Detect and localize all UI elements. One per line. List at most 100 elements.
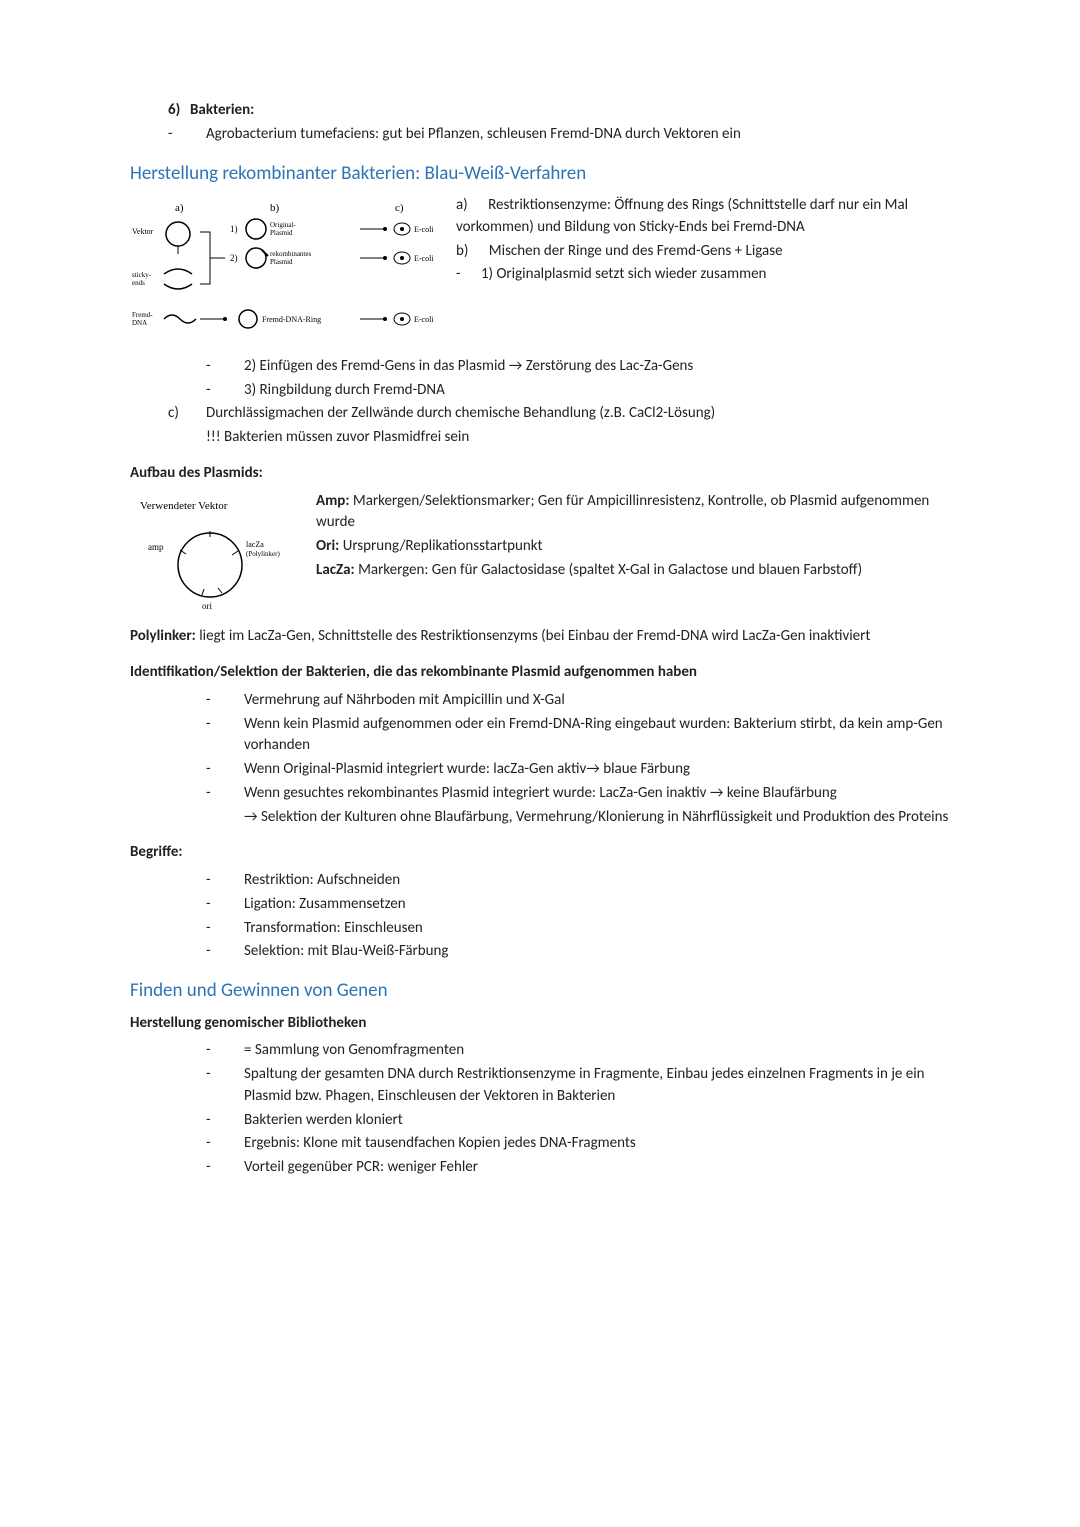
list-item: -Wenn Original-Plasmid integriert wurde:… xyxy=(206,759,950,781)
svg-text:1): 1) xyxy=(230,224,238,234)
text: 1) Originalplasmid setzt sich wieder zus… xyxy=(481,265,766,283)
text: Wenn gesuchtes rekombinantes Plasmid int… xyxy=(244,783,837,805)
note: !!! Bakterien müssen zuvor Plasmidfrei s… xyxy=(206,427,950,449)
dash: - xyxy=(206,783,244,805)
list-item: -Restriktion: Aufschneiden xyxy=(206,870,950,892)
list-item: -Vermehrung auf Nährboden mit Ampicillin… xyxy=(206,690,950,712)
label: LacZa: xyxy=(316,561,355,579)
svg-text:Fremd-: Fremd- xyxy=(132,311,153,319)
svg-text:rekombinantes: rekombinantes xyxy=(270,250,311,258)
text: Restriktionsenzyme: Öffnung des Rings (S… xyxy=(456,196,908,236)
list-item: - 2) Einfügen des Fremd-Gens in das Plas… xyxy=(206,356,950,378)
svg-text:lacZa: lacZa xyxy=(246,540,264,549)
label: a) xyxy=(456,196,468,214)
list-item-6: 6) Bakterien: xyxy=(168,100,950,122)
svg-text:amp: amp xyxy=(148,542,164,552)
svg-text:Verwendeter Vektor: Verwendeter Vektor xyxy=(140,500,228,512)
text: Ligation: Zusammensetzen xyxy=(244,894,406,916)
label: Ori: xyxy=(316,537,339,555)
dash: - xyxy=(206,1064,244,1108)
label-c: c) xyxy=(395,202,404,214)
list-item-c: c) Durchlässigmachen der Zellwände durch… xyxy=(168,403,950,425)
dash: - xyxy=(206,941,244,963)
list-item: - 3) Ringbildung durch Fremd-DNA xyxy=(206,380,950,402)
text: Restriktion: Aufschneiden xyxy=(244,870,400,892)
svg-text:Original-: Original- xyxy=(270,221,296,229)
text: Ursprung/Replikationsstartpunkt xyxy=(339,537,542,555)
label-vektor: Vektor xyxy=(132,227,154,236)
dash: - xyxy=(206,759,244,781)
diagram-plasmid: Verwendeter Vektor amp lacZa (Polylinker… xyxy=(130,495,300,623)
text: = Sammlung von Genomfragmenten xyxy=(244,1040,464,1062)
list-item: -Transformation: Einschleusen xyxy=(206,918,950,940)
label: Amp: xyxy=(316,492,349,510)
text: Mischen der Ringe und des Fremd-Gens + L… xyxy=(489,242,783,260)
svg-text:(Polylinker): (Polylinker) xyxy=(246,550,280,558)
svg-text:E-coli: E-coli xyxy=(414,315,434,324)
section-heading: Finden und Gewinnen von Genen xyxy=(130,977,950,1005)
text: Selektion: mit Blau-Weiß-Färbung xyxy=(244,941,448,963)
svg-text:ends: ends xyxy=(132,279,145,287)
dash: - xyxy=(206,918,244,940)
dash: - xyxy=(206,1110,244,1132)
subsection-heading: Identifikation/Selektion der Bakterien, … xyxy=(130,662,950,684)
text: 2) Einfügen des Fremd-Gens in das Plasmi… xyxy=(244,356,693,378)
subsection-heading: Aufbau des Plasmids: xyxy=(130,463,950,485)
list-item: -Wenn kein Plasmid aufgenommen oder ein … xyxy=(206,714,950,758)
svg-text:ori: ori xyxy=(202,601,212,611)
dash: - xyxy=(206,1133,244,1155)
list-item: - Agrobacterium tumefaciens: gut bei Pfl… xyxy=(168,124,950,146)
dash: - xyxy=(206,894,244,916)
label: Polylinker: xyxy=(130,627,196,645)
label: b) xyxy=(456,242,468,260)
svg-text:Plasmid: Plasmid xyxy=(270,229,293,237)
dash: - xyxy=(206,380,244,402)
label-b: b) xyxy=(270,202,280,214)
diagram-blau-weiss: a) b) c) Vektor 1) Original- Plasmid E-c… xyxy=(130,199,440,352)
svg-text:DNA: DNA xyxy=(132,319,147,327)
letter: c) xyxy=(168,403,206,425)
dash: - xyxy=(206,690,244,712)
text: Vermehrung auf Nährboden mit Ampicillin … xyxy=(244,690,565,712)
text: Spaltung der gesamten DNA durch Restrikt… xyxy=(244,1064,950,1108)
dash: - xyxy=(206,714,244,758)
dash: - xyxy=(206,356,244,378)
item-number: 6) xyxy=(168,100,190,122)
dash: - xyxy=(456,265,461,283)
list-item: -Spaltung der gesamten DNA durch Restrik… xyxy=(206,1064,950,1108)
svg-text:Plasmid: Plasmid xyxy=(270,258,293,266)
label-a: a) xyxy=(175,202,184,214)
item-text: Agrobacterium tumefaciens: gut bei Pflan… xyxy=(206,124,741,146)
list-item: -Ligation: Zusammensetzen xyxy=(206,894,950,916)
para-polylinker: Polylinker: liegt im LacZa-Gen, Schnitts… xyxy=(130,626,950,648)
text: Vorteil gegenüber PCR: weniger Fehler xyxy=(244,1157,478,1179)
dash: - xyxy=(206,1040,244,1062)
text: Transformation: Einschleusen xyxy=(244,918,423,940)
svg-text:sticky-: sticky- xyxy=(132,271,152,279)
list-item: -Wenn gesuchtes rekombinantes Plasmid in… xyxy=(206,783,950,805)
text: Wenn Original-Plasmid integriert wurde: … xyxy=(244,759,690,781)
svg-text:Fremd-DNA-Ring: Fremd-DNA-Ring xyxy=(262,315,321,324)
text: Bakterien werden kloniert xyxy=(244,1110,403,1132)
text: Durchlässigmachen der Zellwände durch ch… xyxy=(206,403,715,425)
text: Markergen/Selektionsmarker; Gen für Ampi… xyxy=(316,492,929,532)
item-title: Bakterien: xyxy=(190,100,254,122)
list-item: -Vorteil gegenüber PCR: weniger Fehler xyxy=(206,1157,950,1179)
text: Wenn kein Plasmid aufgenommen oder ein F… xyxy=(244,714,950,758)
dash: - xyxy=(206,870,244,892)
svg-text:2): 2) xyxy=(230,253,238,263)
subsection-heading: Begriffe: xyxy=(130,842,950,864)
text: 3) Ringbildung durch Fremd-DNA xyxy=(244,380,445,402)
dash: - xyxy=(168,124,206,146)
list-item: -= Sammlung von Genomfragmenten xyxy=(206,1040,950,1062)
section-heading: Herstellung rekombinanter Bakterien: Bla… xyxy=(130,160,950,188)
dash: - xyxy=(206,1157,244,1179)
list-item: -Bakterien werden kloniert xyxy=(206,1110,950,1132)
subsection-heading: Herstellung genomischer Bibliotheken xyxy=(130,1013,950,1035)
list-item: -Selektion: mit Blau-Weiß-Färbung xyxy=(206,941,950,963)
text: Markergen: Gen für Galactosidase (spalte… xyxy=(355,561,863,579)
list-item-cont: → Selektion der Kulturen ohne Blaufärbun… xyxy=(244,807,950,829)
list-item: -Ergebnis: Klone mit tausendfachen Kopie… xyxy=(206,1133,950,1155)
text: liegt im LacZa-Gen, Schnittstelle des Re… xyxy=(196,627,871,645)
svg-text:E-coli: E-coli xyxy=(414,225,434,234)
